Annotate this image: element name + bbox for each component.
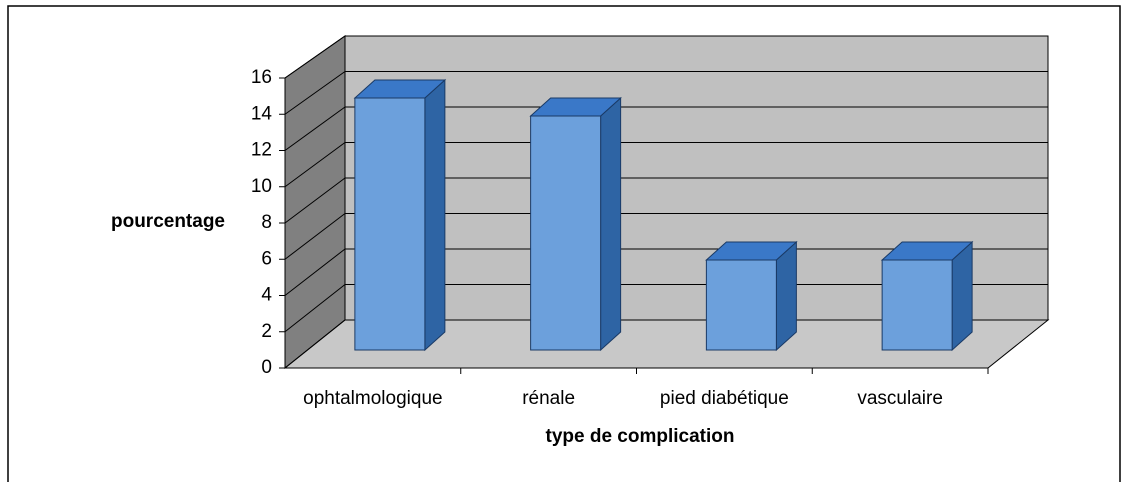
grid-line <box>284 35 346 79</box>
x-tick-label: vasculaire <box>857 388 943 409</box>
side-wall <box>284 35 346 370</box>
bar <box>881 259 953 351</box>
bar <box>530 115 602 351</box>
grid-line <box>284 71 346 115</box>
bar-side <box>775 240 797 352</box>
x-tick-label: ophtalmologique <box>303 388 442 409</box>
bar-side <box>951 240 973 352</box>
grid-line <box>284 106 346 151</box>
y-tick-label: 6 <box>261 248 272 269</box>
bar-side <box>424 78 446 352</box>
grid-line <box>284 284 346 333</box>
x-tick-label: pied diabétique <box>660 388 789 409</box>
y-tick-label: 14 <box>251 103 273 124</box>
grid-line <box>284 248 346 296</box>
grid-line <box>284 319 346 369</box>
grid-line <box>284 142 346 188</box>
y-tick-label: 16 <box>251 67 272 88</box>
x-tick-label: rénale <box>522 388 575 409</box>
grid-line <box>284 213 346 260</box>
bar-side <box>600 96 622 352</box>
y-axis-title: pourcentage <box>111 211 225 232</box>
y-tick-label: 8 <box>261 212 272 233</box>
x-axis-title: type de complication <box>546 426 735 447</box>
bar <box>705 259 777 351</box>
y-tick-label: 2 <box>261 321 272 342</box>
y-tick-label: 0 <box>261 357 272 378</box>
grid-line <box>284 177 346 224</box>
bar <box>354 97 426 351</box>
y-tick-label: 12 <box>251 140 272 161</box>
y-tick-label: 4 <box>261 285 272 306</box>
y-tick-label: 10 <box>251 176 272 197</box>
